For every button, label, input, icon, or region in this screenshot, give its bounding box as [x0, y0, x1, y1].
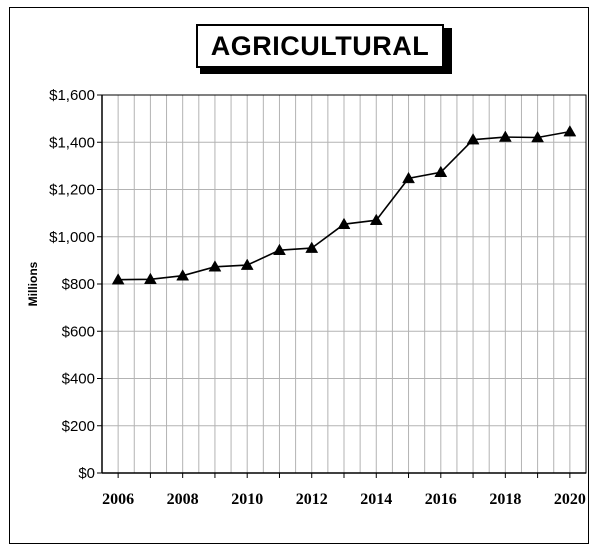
y-tick-label: $0 — [78, 465, 95, 482]
y-tick-label: $800 — [62, 276, 95, 293]
data-point-marker — [531, 131, 545, 143]
data-point-marker — [143, 272, 157, 285]
data-point-marker — [434, 165, 448, 178]
x-tick-label: 2018 — [489, 491, 521, 508]
data-point-marker — [563, 125, 577, 137]
y-tick-label: $1,600 — [49, 87, 95, 104]
y-tick-labels: $0 $200 $400 $600 $800 $1,000 $1,200 $1,400 $1,6… — [49, 87, 95, 482]
x-tick-label: 2006 — [102, 491, 134, 508]
x-tick-label: 2016 — [425, 491, 457, 508]
x-tick-label: 2012 — [296, 491, 328, 508]
y-tick-label: $400 — [62, 371, 95, 388]
series-line-group — [111, 125, 577, 285]
data-point-marker — [369, 213, 383, 225]
y-tick-label: $600 — [62, 323, 95, 340]
chart-title: AGRICULTURAL — [196, 24, 444, 68]
data-point-marker — [466, 133, 480, 145]
x-tick-label: 2010 — [231, 491, 263, 508]
data-point-marker — [208, 260, 222, 272]
data-point-marker — [337, 217, 351, 229]
y-tick-label: $1,200 — [49, 182, 95, 199]
x-tick-label: 2008 — [167, 491, 199, 508]
data-point-marker — [305, 241, 319, 253]
data-point-marker — [498, 130, 512, 142]
data-point-marker — [111, 273, 125, 285]
data-point-marker — [240, 258, 254, 270]
y-tick-label: $1,400 — [49, 134, 95, 151]
data-point-marker — [273, 243, 286, 255]
axes — [97, 94, 587, 478]
x-tick-label: 2020 — [554, 491, 586, 508]
y-tick-label: $200 — [62, 418, 95, 435]
y-tick-label: $1,000 — [49, 229, 95, 246]
data-point-marker — [402, 171, 415, 184]
data-point-marker — [176, 269, 190, 281]
x-tick-labels: 2006 2008 2010 2012 2014 2016 2018 2020 — [102, 491, 586, 508]
y-axis-title: Millions — [26, 261, 40, 306]
x-tick-label: 2014 — [360, 491, 392, 508]
